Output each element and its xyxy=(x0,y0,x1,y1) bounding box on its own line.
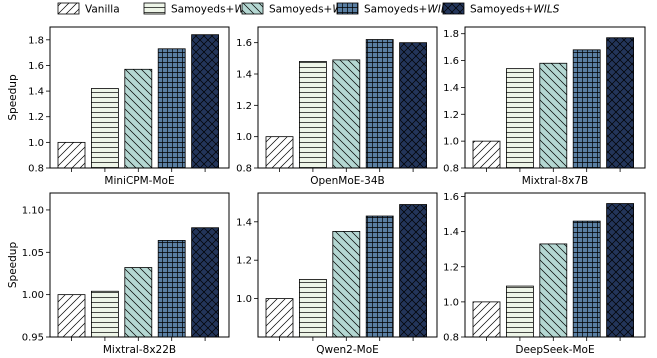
y-tick-label: 0.8 xyxy=(28,164,44,175)
y-tick-label: 1.6 xyxy=(443,192,459,203)
y-tick-label: 1.2 xyxy=(443,110,459,121)
y-tick-label: 0.8 xyxy=(443,164,459,175)
chart-panel: 0.8 1.0 1.2 1.4 1.6 DeepSeek-MoE xyxy=(443,192,646,356)
bar-hatch xyxy=(158,240,186,337)
bar-hatch xyxy=(58,294,85,337)
bar-hatch xyxy=(266,298,293,337)
bar-hatch xyxy=(124,267,152,337)
bar-hatch xyxy=(399,204,427,337)
y-tick-label: 1.4 xyxy=(236,70,252,81)
chart-panels: 0.8 1.0 1.2 1.4 1.6 1.8 MiniCPM-MoE Speedup 0.8 1… xyxy=(7,26,646,356)
legend-swatch-hatch xyxy=(337,3,358,14)
y-tick-label: 1.0 xyxy=(443,137,459,148)
y-tick-label: 1.2 xyxy=(443,262,459,273)
legend-label: Samoyeds+W xyxy=(171,4,245,16)
bar-hatch xyxy=(573,49,601,169)
y-tick-label: 0.95 xyxy=(22,333,44,344)
legend-swatch-hatch xyxy=(58,3,79,14)
y-axis-label: Speedup xyxy=(7,242,19,289)
bar-hatch xyxy=(191,227,219,337)
axes-frame xyxy=(257,192,438,338)
bar-hatch xyxy=(124,69,152,168)
bar-hatch xyxy=(539,243,567,337)
chart-panel: 0.8 1.0 1.2 1.4 1.6 OpenMoE-34B xyxy=(236,26,438,187)
panel-title: Qwen2-MoE xyxy=(316,344,379,356)
chart-panel: 1.0 1.2 1.4 Qwen2-MoE xyxy=(236,192,438,356)
y-tick-label: 1.2 xyxy=(236,101,252,112)
panel-title: Mixtral-8x7B xyxy=(522,175,589,187)
y-tick-label: 1.6 xyxy=(443,56,459,67)
panel-title: Mixtral-8x22B xyxy=(103,344,176,356)
y-tick-label: 1.00 xyxy=(22,290,44,301)
legend-label: Vanilla xyxy=(85,4,120,16)
bar-hatch xyxy=(266,136,293,168)
axes-frame xyxy=(49,192,230,338)
y-tick-label: 1.0 xyxy=(236,132,252,143)
chart-panel: 0.95 1.00 1.05 1.10 Mixtral-8x22B Speedup xyxy=(7,192,230,356)
legend-swatch-hatch xyxy=(242,3,263,14)
panel-title: OpenMoE-34B xyxy=(310,175,385,187)
legend-label: Samoyeds+WIL xyxy=(364,4,447,16)
chart-panel: 0.8 1.0 1.2 1.4 1.6 1.8 Mixtral-8x7B xyxy=(443,26,646,187)
axes-frame xyxy=(49,26,230,169)
y-tick-label: 0.8 xyxy=(443,333,459,344)
y-tick-label: 1.6 xyxy=(236,38,252,49)
legend: Vanilla Samoyeds+W Samoyeds+WI Samoyeds+WIL… xyxy=(57,2,560,16)
chart-panel: 0.8 1.0 1.2 1.4 1.6 1.8 MiniCPM-MoE Speedup xyxy=(7,26,230,187)
bar-hatch xyxy=(158,48,186,168)
bar-hatch xyxy=(399,42,427,168)
bar-hatch xyxy=(473,301,500,337)
bar-hatch xyxy=(191,34,219,168)
bar-hatch xyxy=(91,291,119,337)
y-tick-label: 1.2 xyxy=(236,256,252,267)
bar-hatch xyxy=(58,142,85,168)
legend-entry: Samoyeds+WIL xyxy=(336,2,447,16)
y-tick-label: 1.6 xyxy=(28,61,44,72)
bar-hatch xyxy=(332,231,360,337)
y-tick-label: 1.10 xyxy=(22,205,44,216)
axes-frame xyxy=(464,26,646,169)
legend-entry: Samoyeds+WILS xyxy=(442,2,560,16)
bar-hatch xyxy=(506,286,534,337)
legend-entry: Vanilla xyxy=(57,2,120,16)
legend-swatch-hatch xyxy=(443,3,464,14)
y-tick-label: 1.4 xyxy=(443,227,459,238)
y-tick-label: 1.0 xyxy=(236,294,252,305)
y-tick-label: 1.0 xyxy=(443,297,459,308)
bar-hatch xyxy=(91,88,119,168)
bar-hatch xyxy=(366,39,394,169)
y-axis-label: Speedup xyxy=(7,74,19,121)
legend-entry: Samoyeds+W xyxy=(143,2,245,16)
y-tick-label: 1.8 xyxy=(28,35,44,46)
y-tick-label: 1.0 xyxy=(28,138,44,149)
bar-hatch xyxy=(573,221,601,337)
panel-title: MiniCPM-MoE xyxy=(104,175,174,187)
y-tick-label: 1.4 xyxy=(443,83,459,94)
bar-hatch xyxy=(299,61,327,168)
bar-hatch xyxy=(473,141,500,168)
bar-hatch xyxy=(299,279,327,337)
bar-hatch xyxy=(366,216,394,337)
legend-swatch-hatch xyxy=(144,3,165,14)
panel-title: DeepSeek-MoE xyxy=(515,344,594,356)
bar-hatch xyxy=(606,37,634,168)
y-tick-label: 0.8 xyxy=(236,164,252,175)
legend-entry: Samoyeds+WI xyxy=(241,2,346,16)
bar-hatch xyxy=(332,59,360,168)
bar-hatch xyxy=(539,63,567,168)
y-tick-label: 1.05 xyxy=(22,248,44,259)
bar-hatch xyxy=(606,203,634,337)
y-tick-label: 1.2 xyxy=(28,112,44,123)
bar-hatch xyxy=(506,68,534,168)
y-tick-label: 1.8 xyxy=(443,29,459,40)
legend-label: Samoyeds+WI xyxy=(269,4,346,16)
legend-label: Samoyeds+WILS xyxy=(470,4,560,16)
y-tick-label: 1.4 xyxy=(28,87,44,98)
axes-frame xyxy=(464,192,646,338)
axes-frame xyxy=(257,26,438,169)
y-tick-label: 1.4 xyxy=(236,217,252,228)
